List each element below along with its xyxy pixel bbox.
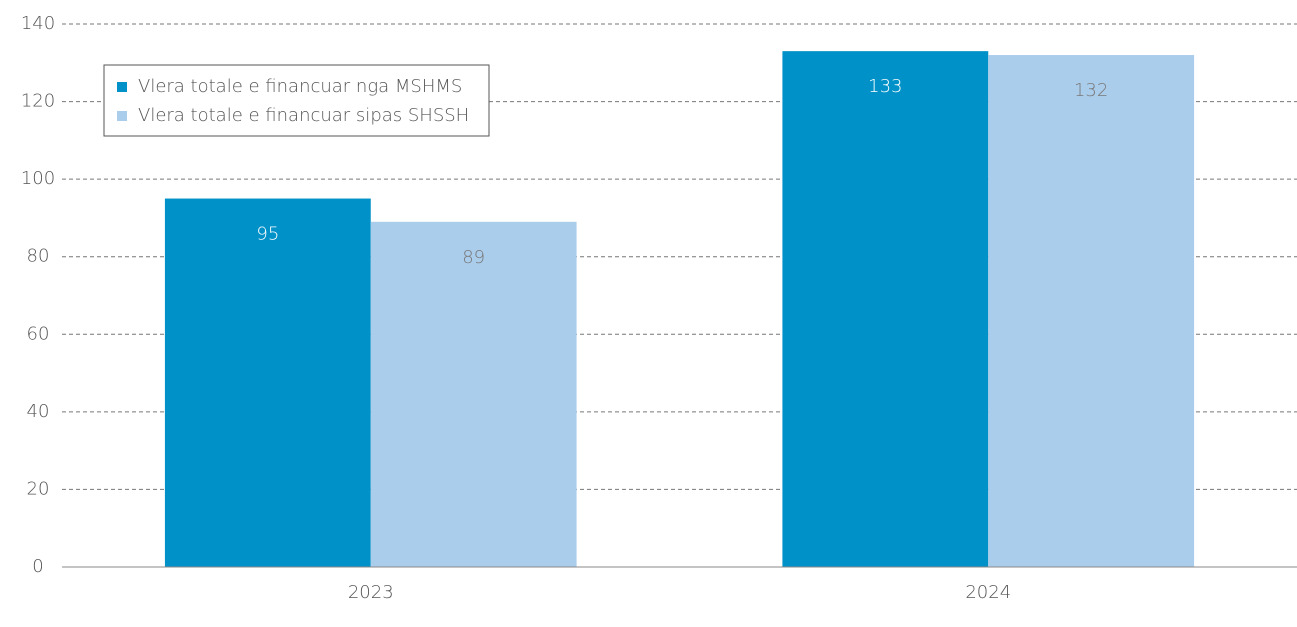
y-tick-label: 0 (32, 556, 43, 577)
data-label: 132 (1074, 80, 1108, 101)
bar (782, 51, 989, 567)
legend-label: Vlera totale e financuar nga MSHMS (138, 76, 462, 97)
legend-swatch (117, 111, 127, 121)
y-tick-label: 100 (21, 168, 55, 189)
data-label: 95 (256, 224, 279, 245)
legend-label: Vlera totale e financuar sipas SHSSH (138, 105, 469, 126)
x-tick-label: 2023 (348, 582, 394, 603)
y-tick-label: 40 (27, 401, 50, 422)
x-tick-label: 2024 (965, 582, 1011, 603)
y-tick-label: 80 (27, 246, 50, 267)
legend: Vlera totale e financuar nga MSHMS Vlera … (103, 64, 490, 137)
y-tick-label: 140 (21, 13, 55, 34)
y-tick-label: 20 (27, 478, 50, 499)
bar (164, 198, 371, 568)
data-label: 89 (462, 247, 485, 268)
legend-swatch (117, 82, 127, 92)
y-tick-label: 120 (21, 91, 55, 112)
legend-box (103, 64, 490, 137)
y-tick-label: 60 (27, 323, 50, 344)
data-label: 133 (868, 76, 902, 97)
bar (988, 55, 1195, 568)
bar (370, 221, 577, 568)
